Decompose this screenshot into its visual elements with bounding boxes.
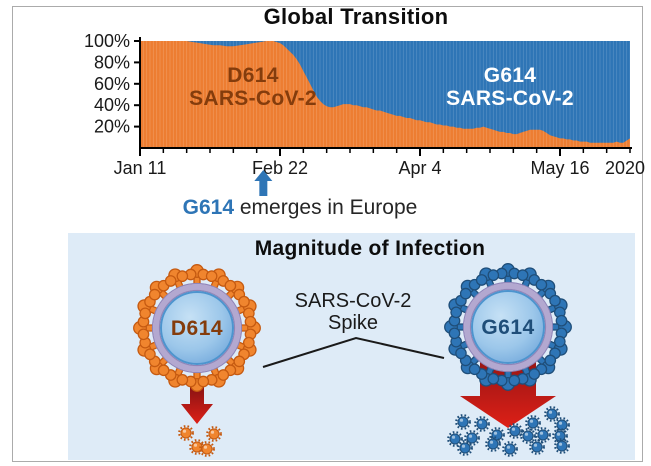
annotation-rest-text: emerges in Europe <box>234 196 418 219</box>
virion-g614-icon <box>444 263 572 391</box>
arrow-up-icon <box>254 170 273 196</box>
y-tick-label: 40% <box>94 95 130 115</box>
y-tick-label: 100% <box>84 31 130 51</box>
released-virion-icon <box>544 406 560 422</box>
released-virion-icon <box>474 416 490 432</box>
released-virion-icon <box>507 423 523 439</box>
annotation-g614-emerges: G614 emerges in Europe <box>140 196 460 220</box>
released-virion-icon <box>525 415 541 431</box>
x-tick-label: May 16 <box>530 158 589 178</box>
x-tick-label: Apr 4 <box>398 158 441 178</box>
d614-area <box>140 41 630 148</box>
released-virion-icon <box>520 428 536 444</box>
chart-title: Global Transition <box>263 4 449 29</box>
infection-title: Magnitude of Infection <box>254 237 486 260</box>
released-virion-icon <box>189 439 205 455</box>
figure-border <box>12 6 643 462</box>
released-virion-icon <box>457 440 473 456</box>
g614-virus-text: SARS-CoV-2 <box>446 87 574 110</box>
d614-variant-text: D614 <box>227 64 279 87</box>
released-virion-icon <box>178 425 194 441</box>
released-virion-icon <box>554 438 570 454</box>
released-virion-icon <box>535 427 551 443</box>
released-virion-icon <box>552 428 568 444</box>
global-transition-chart: 100%80%60%40%20% Jan 11 Feb 22 Apr 4 May 16 2… <box>84 31 645 196</box>
spike-callout-line1: SARS-CoV-2 <box>294 290 412 312</box>
virion-d614-icon <box>133 264 261 392</box>
y-tick-label: 20% <box>94 117 130 137</box>
g614-variant-text: G614 <box>483 64 537 87</box>
virus-label-d614: D614 <box>170 317 224 340</box>
chart-area-label-d614: D614 SARS-CoV-2 <box>153 64 353 110</box>
released-virion-icon <box>464 430 480 446</box>
x-tick-label: Feb 22 <box>252 158 308 178</box>
spike-callout-line2: Spike <box>327 312 379 334</box>
spike-callout: SARS-CoV-2 Spike <box>253 290 453 334</box>
released-virion-icon <box>554 417 570 433</box>
spike-callout-lines <box>262 336 445 368</box>
released-virion-icon <box>199 441 215 457</box>
released-virion-icon <box>206 426 222 442</box>
virus-label-g614: G614 <box>481 316 535 339</box>
released-virion-icon <box>529 439 545 455</box>
y-tick-label: 60% <box>94 74 130 94</box>
d614-virus-text: SARS-CoV-2 <box>189 87 317 110</box>
x-tick-label: Jan 11 <box>114 158 167 178</box>
released-virion-icon <box>485 436 501 452</box>
released-virion-icon <box>447 431 463 447</box>
y-tick-label: 80% <box>94 52 130 72</box>
released-virion-icon <box>502 441 518 457</box>
small-release-arrow-icon <box>181 382 213 424</box>
chart-area-label-g614: G614 SARS-CoV-2 <box>410 64 610 110</box>
year-label: 2020 <box>605 158 645 178</box>
annotation-variant-text: G614 <box>182 196 235 219</box>
released-virion-icon <box>455 414 471 430</box>
